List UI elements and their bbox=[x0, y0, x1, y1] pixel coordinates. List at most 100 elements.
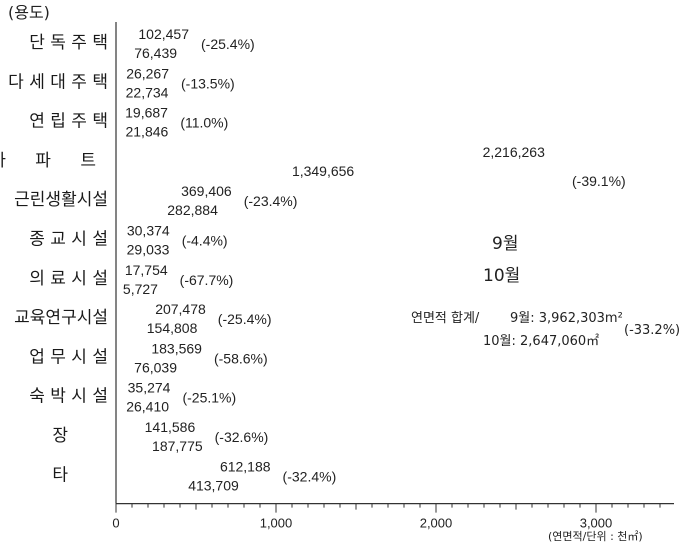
totals-sep: 9월: 3,962,303m² bbox=[510, 311, 623, 326]
x-tick-label: 1,000 bbox=[260, 516, 293, 531]
category-label: 숙 박 시 설 bbox=[29, 387, 108, 407]
value-label-sep: 35,274 bbox=[128, 380, 171, 396]
change-label: (-39.1%) bbox=[572, 173, 626, 189]
bar-oct bbox=[116, 357, 129, 368]
category-label: 단 독 주 택 bbox=[29, 33, 108, 53]
category-label: 교육연구시설 bbox=[14, 308, 108, 328]
value-label-sep: 183,569 bbox=[151, 340, 202, 356]
value-label-oct: 413,709 bbox=[188, 477, 239, 493]
category-row-7: 교육연구시설 207,478 154,808 (-25.4%) bbox=[14, 301, 271, 336]
change-label: (11.0%) bbox=[180, 115, 228, 131]
change-label: (-32.4%) bbox=[283, 468, 337, 484]
change-label: (-25.1%) bbox=[182, 390, 236, 406]
legend-label-sep: 9월 bbox=[492, 234, 518, 254]
value-label-sep: 141,586 bbox=[145, 419, 196, 435]
value-label-oct: 29,033 bbox=[127, 242, 170, 258]
bar-sep bbox=[116, 30, 133, 40]
bar-oct bbox=[116, 160, 332, 171]
change-label: (-67.7%) bbox=[180, 272, 234, 288]
value-label-oct: 26,410 bbox=[126, 399, 169, 415]
change-label: (-4.4%) bbox=[182, 233, 228, 249]
bar-oct bbox=[116, 396, 121, 407]
x-tick-label: 3,000 bbox=[580, 516, 613, 531]
value-label-oct: 154,808 bbox=[147, 320, 198, 336]
bar-sep bbox=[116, 187, 176, 198]
unit-note: (연면적/단위 : 천㎡) bbox=[548, 529, 643, 543]
bar-oct bbox=[116, 436, 147, 446]
change-label: (-23.4%) bbox=[244, 193, 298, 209]
category-label: 업 무 시 설 bbox=[29, 347, 108, 367]
value-label-oct: 76,439 bbox=[134, 45, 177, 61]
bar-oct bbox=[116, 121, 120, 132]
value-label-sep: 17,754 bbox=[125, 262, 168, 278]
x-tick-label: 0 bbox=[112, 516, 119, 531]
bar-sep bbox=[116, 383, 122, 394]
legend-swatch-sep bbox=[408, 232, 466, 252]
category-label: 공 장 bbox=[0, 426, 108, 446]
value-label-oct: 282,884 bbox=[167, 202, 218, 218]
bar-oct bbox=[116, 82, 120, 93]
value-label-oct: 76,039 bbox=[134, 359, 177, 375]
bar-sep bbox=[116, 462, 214, 473]
value-label-oct: 22,734 bbox=[126, 84, 169, 100]
bar-oct bbox=[116, 43, 129, 53]
value-label-oct: 5,727 bbox=[123, 281, 158, 297]
value-label-sep: 30,374 bbox=[127, 223, 170, 239]
category-label: 다 세 대 주 택 bbox=[8, 72, 108, 92]
category-label: 기 타 bbox=[0, 465, 108, 485]
bar-oct bbox=[116, 475, 183, 486]
category-row-5: 종 교 시 설 30,374 29,033 (-4.4%) bbox=[29, 223, 227, 258]
category-row-4: 근린생활시설 369,406 282,884 (-23.4%) bbox=[14, 183, 297, 218]
change-label: (-25.4%) bbox=[218, 311, 272, 327]
value-label-sep: 102,457 bbox=[138, 26, 189, 42]
value-label-sep: 369,406 bbox=[181, 183, 232, 199]
x-tick-label: 2,000 bbox=[420, 516, 453, 531]
value-label-sep: 2,216,263 bbox=[483, 144, 545, 160]
value-label-sep: 207,478 bbox=[155, 301, 206, 317]
value-label-sep: 26,267 bbox=[126, 65, 169, 81]
category-row-3: 아 파 트 2,216,263 1,349,656 (-39.1%) bbox=[0, 144, 626, 189]
legend-label-oct: 10월 bbox=[483, 266, 520, 286]
value-label-oct: 187,775 bbox=[152, 438, 203, 454]
category-row-2: 연 립 주 택 19,687 21,846 (11.0%) bbox=[29, 105, 228, 140]
bar-oct bbox=[116, 239, 121, 250]
category-label: 연 립 주 택 bbox=[29, 112, 108, 132]
category-row-10: 공 장 141,586 187,775 (-32.6%) bbox=[0, 419, 268, 454]
category-label: 종 교 시 설 bbox=[29, 230, 108, 250]
legend: 9월 10월 bbox=[408, 232, 520, 286]
legend-swatch-oct bbox=[408, 264, 466, 284]
bar-sep bbox=[116, 305, 150, 316]
bar-oct bbox=[116, 318, 141, 329]
bar-sep bbox=[116, 108, 120, 119]
category-label: 아 파 트 bbox=[0, 151, 108, 171]
y-axis-title: (용도) bbox=[8, 3, 50, 22]
category-label: 의 료 시 설 bbox=[29, 269, 108, 289]
bar-sep bbox=[116, 423, 139, 433]
change-label: (-25.4%) bbox=[201, 36, 255, 52]
value-label-sep: 19,687 bbox=[125, 105, 168, 121]
value-label-sep: 612,188 bbox=[220, 458, 271, 474]
category-row-6: 의 료 시 설 17,754 5,727 (-67.7%) bbox=[29, 262, 233, 297]
bar-oct bbox=[116, 200, 162, 211]
bar-sep bbox=[116, 344, 146, 355]
bar-sep bbox=[116, 147, 471, 158]
totals-note: 연면적 합계/ 9월: 3,962,303m² 10월: 2,647,060㎡ … bbox=[411, 311, 680, 349]
category-row-11: 기 타 612,188 413,709 (-32.4%) bbox=[0, 458, 336, 493]
category-label: 근린생활시설 bbox=[14, 190, 108, 210]
totals-oct: 10월: 2,647,060㎡ bbox=[483, 334, 599, 349]
totals-change: (-33.2%) bbox=[624, 323, 680, 338]
change-label: (-13.5%) bbox=[181, 75, 235, 91]
change-label: (-32.6%) bbox=[215, 429, 269, 445]
bar-sep bbox=[116, 226, 121, 237]
value-label-oct: 1,349,656 bbox=[292, 163, 354, 179]
category-row-1: 다 세 대 주 택 26,267 22,734 (-13.5%) bbox=[8, 65, 235, 100]
bar-sep bbox=[116, 265, 119, 276]
bar-sep bbox=[116, 69, 121, 80]
totals-label: 연면적 합계/ bbox=[411, 311, 480, 326]
change-label: (-58.6%) bbox=[214, 350, 268, 366]
category-row-0: 단 독 주 택 102,457 76,439 (-25.4%) bbox=[29, 26, 254, 61]
category-row-9: 숙 박 시 설 35,274 26,410 (-25.1%) bbox=[29, 380, 236, 415]
value-label-oct: 21,846 bbox=[125, 124, 168, 140]
category-row-8: 업 무 시 설 183,569 76,039 (-58.6%) bbox=[29, 340, 267, 375]
